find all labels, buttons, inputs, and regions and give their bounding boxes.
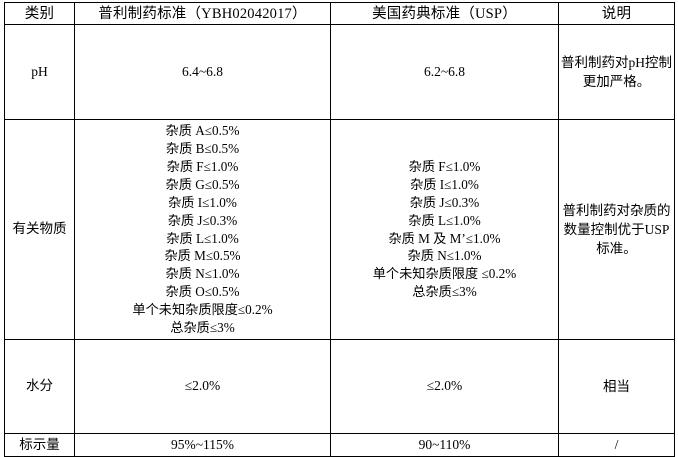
cell-labeled-amount-puli: 95%~115% bbox=[74, 433, 331, 457]
row-category-water: 水分 bbox=[4, 339, 75, 434]
table-body: pH 6.4~6.8 6.2~6.8 普利制药对pH控制更加严格。 有关物质 杂… bbox=[4, 24, 675, 457]
column-header-puli-standard: 普利制药标准（YBH02042017） bbox=[74, 2, 331, 25]
column-header-category: 类别 bbox=[4, 2, 75, 25]
table-row: 有关物质 杂质 A≤0.5% 杂质 B≤0.5% 杂质 F≤1.0% 杂质 G≤… bbox=[4, 119, 675, 340]
column-header-note: 说明 bbox=[558, 2, 675, 25]
row-category-related-substances: 有关物质 bbox=[4, 119, 75, 340]
cell-ph-puli: 6.4~6.8 bbox=[74, 24, 331, 120]
cell-related-substances-note: 普利制药对杂质的数量控制优于USP标准。 bbox=[558, 119, 675, 340]
cell-water-note: 相当 bbox=[558, 339, 675, 434]
table-header-row: 类别 普利制药标准（YBH02042017） 美国药典标准（USP） 说明 bbox=[4, 2, 675, 25]
column-header-usp-standard: 美国药典标准（USP） bbox=[330, 2, 559, 25]
table-row: 标示量 95%~115% 90~110% / bbox=[4, 433, 675, 457]
specification-comparison-table: 类别 普利制药标准（YBH02042017） 美国药典标准（USP） 说明 pH… bbox=[4, 2, 675, 457]
table-row: 水分 ≤2.0% ≤2.0% 相当 bbox=[4, 339, 675, 434]
cell-ph-note: 普利制药对pH控制更加严格。 bbox=[558, 24, 675, 120]
row-category-labeled-amount: 标示量 bbox=[4, 433, 75, 457]
row-category-ph: pH bbox=[4, 24, 75, 120]
cell-labeled-amount-note: / bbox=[558, 433, 675, 457]
table-header: 类别 普利制药标准（YBH02042017） 美国药典标准（USP） 说明 bbox=[4, 2, 675, 25]
table-row: pH 6.4~6.8 6.2~6.8 普利制药对pH控制更加严格。 bbox=[4, 24, 675, 120]
cell-related-substances-puli: 杂质 A≤0.5% 杂质 B≤0.5% 杂质 F≤1.0% 杂质 G≤0.5% … bbox=[74, 119, 331, 340]
cell-related-substances-usp: 杂质 F≤1.0% 杂质 I≤1.0% 杂质 J≤0.3% 杂质 L≤1.0% … bbox=[330, 119, 559, 340]
cell-ph-usp: 6.2~6.8 bbox=[330, 24, 559, 120]
cell-water-puli: ≤2.0% bbox=[74, 339, 331, 434]
cell-water-usp: ≤2.0% bbox=[330, 339, 559, 434]
cell-labeled-amount-usp: 90~110% bbox=[330, 433, 559, 457]
